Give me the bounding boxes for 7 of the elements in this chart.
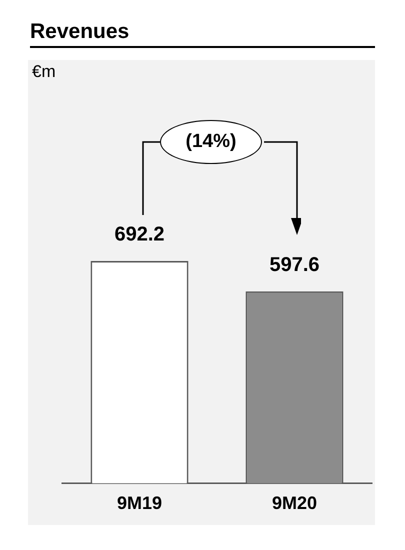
text: (14%) bbox=[160, 120, 262, 164]
data-label: 597.6 bbox=[269, 254, 320, 276]
x-tick-label: 9M19 bbox=[116, 493, 162, 514]
text: €m bbox=[32, 62, 56, 82]
data-label: 692.2 bbox=[114, 224, 165, 246]
x-tick-label: 9M20 bbox=[272, 493, 318, 514]
chart-title: Revenues bbox=[30, 18, 375, 48]
